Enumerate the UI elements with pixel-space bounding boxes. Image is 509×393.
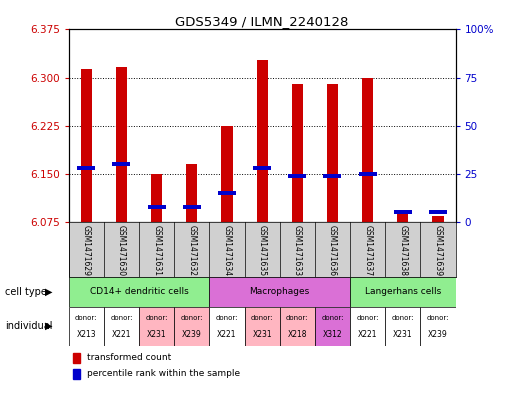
Text: Macrophages: Macrophages	[249, 287, 310, 296]
Bar	[148, 205, 165, 209]
Bar	[244, 307, 280, 346]
Text: X213: X213	[76, 331, 96, 339]
Bar	[292, 84, 303, 222]
Bar	[350, 307, 385, 346]
Bar	[315, 307, 350, 346]
Text: donor:: donor:	[286, 314, 308, 321]
Bar	[280, 307, 315, 346]
Text: X218: X218	[288, 331, 307, 339]
Bar	[323, 174, 342, 178]
Bar	[139, 307, 174, 346]
Text: GSM1471630: GSM1471630	[117, 225, 126, 276]
Text: GSM1471639: GSM1471639	[434, 225, 442, 276]
Bar	[69, 277, 209, 307]
Text: CD14+ dendritic cells: CD14+ dendritic cells	[90, 287, 188, 296]
Text: cell type: cell type	[5, 287, 47, 297]
Text: individual: individual	[5, 321, 52, 331]
Text: X231: X231	[393, 331, 413, 339]
Bar	[394, 211, 412, 214]
Text: GSM1471638: GSM1471638	[399, 225, 407, 276]
Text: GSM1471633: GSM1471633	[293, 225, 302, 276]
Bar	[209, 307, 244, 346]
Text: donor:: donor:	[251, 314, 273, 321]
Text: X231: X231	[147, 331, 166, 339]
Bar	[112, 162, 130, 166]
Bar	[429, 211, 447, 214]
Text: GSM1471632: GSM1471632	[187, 225, 196, 276]
Text: donor:: donor:	[181, 314, 203, 321]
Bar	[257, 60, 268, 222]
Text: donor:: donor:	[321, 314, 344, 321]
Text: X239: X239	[182, 331, 202, 339]
Bar	[432, 216, 444, 222]
Bar	[151, 174, 162, 222]
Bar	[420, 307, 456, 346]
Text: ▶: ▶	[45, 287, 52, 297]
Text: GSM1471637: GSM1471637	[363, 225, 372, 276]
Bar	[359, 172, 377, 176]
Bar	[397, 212, 408, 222]
Text: Langerhans cells: Langerhans cells	[364, 287, 441, 296]
Text: X239: X239	[428, 331, 448, 339]
Bar	[209, 277, 350, 307]
Text: donor:: donor:	[75, 314, 98, 321]
Bar	[362, 77, 373, 222]
Text: donor:: donor:	[146, 314, 168, 321]
Bar	[73, 353, 79, 363]
Bar	[385, 307, 420, 346]
Text: X312: X312	[323, 331, 342, 339]
Text: donor:: donor:	[427, 314, 449, 321]
Bar	[288, 174, 306, 178]
Text: donor:: donor:	[356, 314, 379, 321]
Text: donor:: donor:	[391, 314, 414, 321]
Text: percentile rank within the sample: percentile rank within the sample	[87, 369, 240, 378]
Bar	[104, 307, 139, 346]
Bar	[69, 307, 104, 346]
Text: ▶: ▶	[45, 321, 52, 331]
Bar	[183, 205, 201, 209]
Text: X221: X221	[111, 331, 131, 339]
Bar	[221, 126, 233, 222]
Bar	[327, 84, 338, 222]
Bar	[186, 164, 197, 222]
Title: GDS5349 / ILMN_2240128: GDS5349 / ILMN_2240128	[176, 15, 349, 28]
Text: GSM1471636: GSM1471636	[328, 225, 337, 276]
Text: donor:: donor:	[110, 314, 133, 321]
Bar	[116, 67, 127, 222]
Text: GSM1471635: GSM1471635	[258, 225, 267, 276]
Text: X231: X231	[252, 331, 272, 339]
Bar	[80, 69, 92, 222]
Bar	[350, 277, 456, 307]
Bar	[73, 369, 79, 379]
Text: GSM1471634: GSM1471634	[222, 225, 232, 276]
Bar	[218, 191, 236, 195]
Text: donor:: donor:	[216, 314, 238, 321]
Bar	[253, 166, 271, 170]
Text: X221: X221	[358, 331, 377, 339]
Text: X221: X221	[217, 331, 237, 339]
Bar	[174, 307, 209, 346]
Text: GSM1471631: GSM1471631	[152, 225, 161, 276]
Text: transformed count: transformed count	[87, 353, 172, 362]
Text: GSM1471629: GSM1471629	[82, 225, 91, 276]
Bar	[77, 166, 95, 170]
